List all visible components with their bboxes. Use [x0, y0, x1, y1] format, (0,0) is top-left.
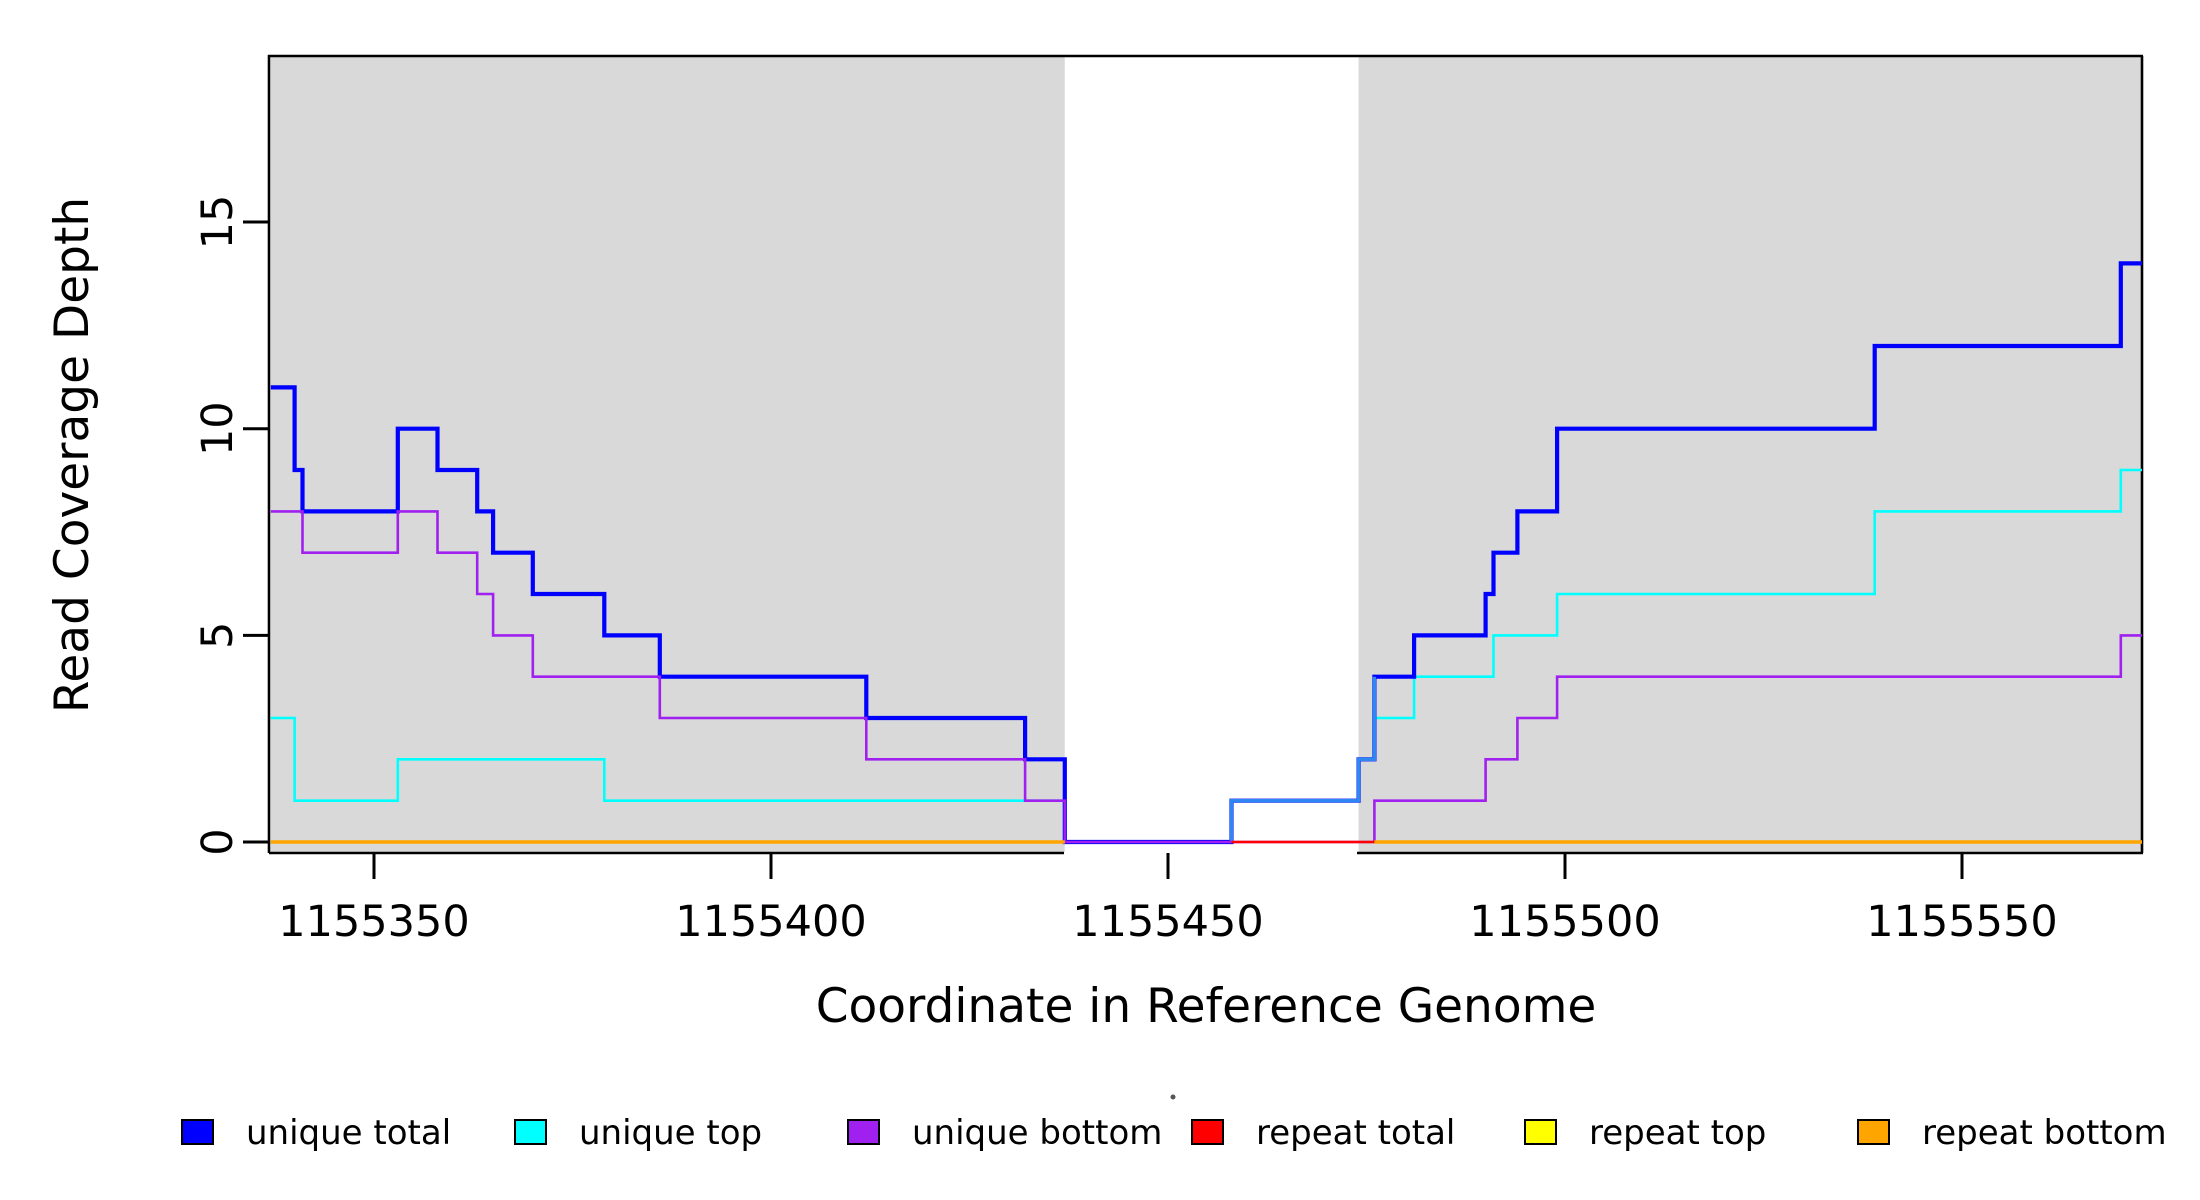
legend-label: unique top: [579, 1113, 762, 1153]
plot-box: [267, 54, 2144, 855]
x-tick-label: 1155450: [1072, 897, 1264, 947]
legend-swatch-unique-top: [514, 1119, 547, 1145]
legend-label: unique bottom: [912, 1113, 1162, 1153]
legend-swatch-unique-total: [181, 1119, 214, 1145]
unique-mappable-region-1: [270, 57, 1065, 852]
legend-swatch-repeat-bottom: [1857, 1119, 1890, 1145]
legend: unique total unique top unique bottom re…: [181, 1113, 2167, 1153]
unique-mappable-region-2: [1358, 57, 2142, 852]
y-tick-label: 10: [193, 401, 243, 456]
series-unique-bottom: [270, 510, 2142, 844]
x-tick-label: 1155550: [1866, 897, 2058, 947]
legend-label: repeat top: [1589, 1113, 1766, 1153]
plot-speck: [1170, 1094, 1176, 1100]
series-overlap-highlight: [1229, 676, 1377, 842]
legend-item-repeat-total: repeat total: [1191, 1113, 1455, 1153]
legend-label: repeat bottom: [1922, 1113, 2167, 1153]
y-tick-label: 0: [193, 828, 243, 855]
legend-swatch-repeat-total: [1191, 1119, 1224, 1145]
legend-item-repeat-bottom: repeat bottom: [1857, 1113, 2167, 1153]
y-axis-title: Read Coverage Depth: [45, 197, 100, 713]
data-series: [270, 261, 2142, 845]
legend-swatch-unique-bottom: [847, 1119, 880, 1145]
legend-item-unique-total: unique total: [181, 1113, 451, 1153]
x-tick-label: 1155350: [278, 897, 470, 947]
series-unique-total: [270, 261, 2142, 845]
x-tick-label: 1155400: [675, 897, 867, 947]
y-tick-label: 15: [193, 195, 243, 250]
legend-item-unique-bottom: unique bottom: [847, 1113, 1162, 1153]
axis-ticks: 1155350 1155400 1155450 1155500 1155550 0 5 10 1…: [193, 195, 2058, 947]
x-tick-label: 1155500: [1469, 897, 1661, 947]
x-axis-title: Coordinate in Reference Genome: [816, 979, 1597, 1034]
y-tick-label: 5: [193, 622, 243, 649]
legend-label: repeat total: [1256, 1113, 1455, 1153]
legend-label: unique total: [246, 1113, 451, 1153]
shaded-regions: [270, 57, 2142, 852]
legend-swatch-repeat-top: [1524, 1119, 1557, 1145]
legend-item-repeat-top: repeat top: [1524, 1113, 1766, 1153]
legend-item-unique-top: unique top: [514, 1113, 762, 1153]
